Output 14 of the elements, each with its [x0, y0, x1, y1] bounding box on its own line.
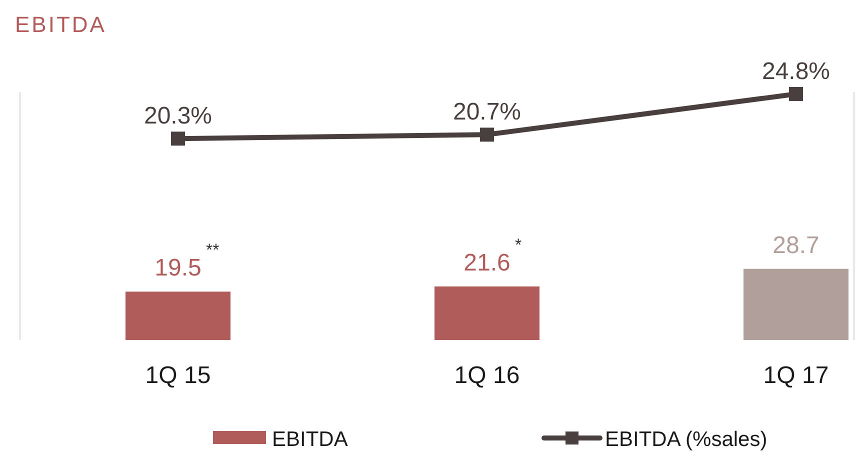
legend-label: EBITDA	[272, 428, 348, 451]
annotation: **	[206, 240, 220, 260]
data-label: 19.5	[154, 254, 202, 282]
data-label: 20.7%	[452, 98, 522, 126]
legend-label: EBITDA (%sales)	[605, 428, 768, 451]
data-label: 20.3%	[144, 102, 212, 130]
x-tick-label: 1Q 17	[763, 362, 829, 389]
data-label: 21.6	[464, 249, 510, 276]
data-label: 24.8%	[762, 58, 830, 85]
x-tick-label: 1Q 16	[454, 362, 520, 389]
x-tick-label: 1Q 15	[145, 362, 211, 389]
annotation: *	[515, 235, 522, 254]
chart-title: EBITDA	[15, 12, 106, 37]
data-label: 28.7	[772, 232, 820, 259]
